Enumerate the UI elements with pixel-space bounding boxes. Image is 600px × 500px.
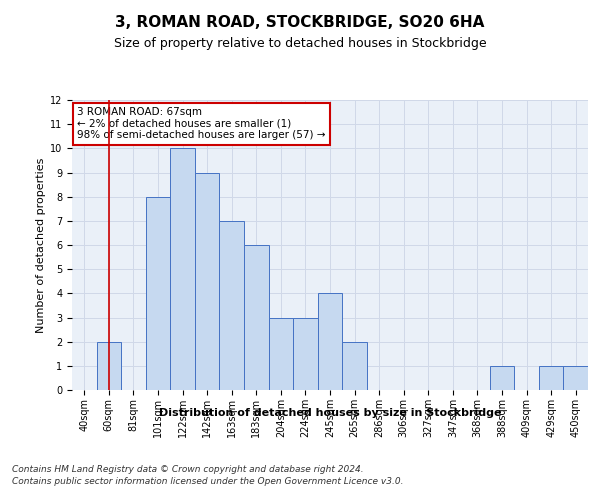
Bar [195, 172, 220, 390]
Bar [170, 148, 195, 390]
Bar [342, 342, 367, 390]
Bar [490, 366, 514, 390]
Text: 3, ROMAN ROAD, STOCKBRIDGE, SO20 6HA: 3, ROMAN ROAD, STOCKBRIDGE, SO20 6HA [115, 15, 485, 30]
Bar [293, 318, 318, 390]
Bar [244, 245, 269, 390]
Bar [146, 196, 170, 390]
Y-axis label: Number of detached properties: Number of detached properties [36, 158, 46, 332]
Text: Size of property relative to detached houses in Stockbridge: Size of property relative to detached ho… [113, 38, 487, 51]
Bar [563, 366, 588, 390]
Text: Contains HM Land Registry data © Crown copyright and database right 2024.: Contains HM Land Registry data © Crown c… [12, 465, 364, 474]
Text: 3 ROMAN ROAD: 67sqm
← 2% of detached houses are smaller (1)
98% of semi-detached: 3 ROMAN ROAD: 67sqm ← 2% of detached hou… [77, 108, 326, 140]
Text: Contains public sector information licensed under the Open Government Licence v3: Contains public sector information licen… [12, 478, 404, 486]
Bar [269, 318, 293, 390]
Bar [318, 294, 342, 390]
Bar [97, 342, 121, 390]
Text: Distribution of detached houses by size in Stockbridge: Distribution of detached houses by size … [159, 408, 501, 418]
Bar [539, 366, 563, 390]
Bar [220, 221, 244, 390]
